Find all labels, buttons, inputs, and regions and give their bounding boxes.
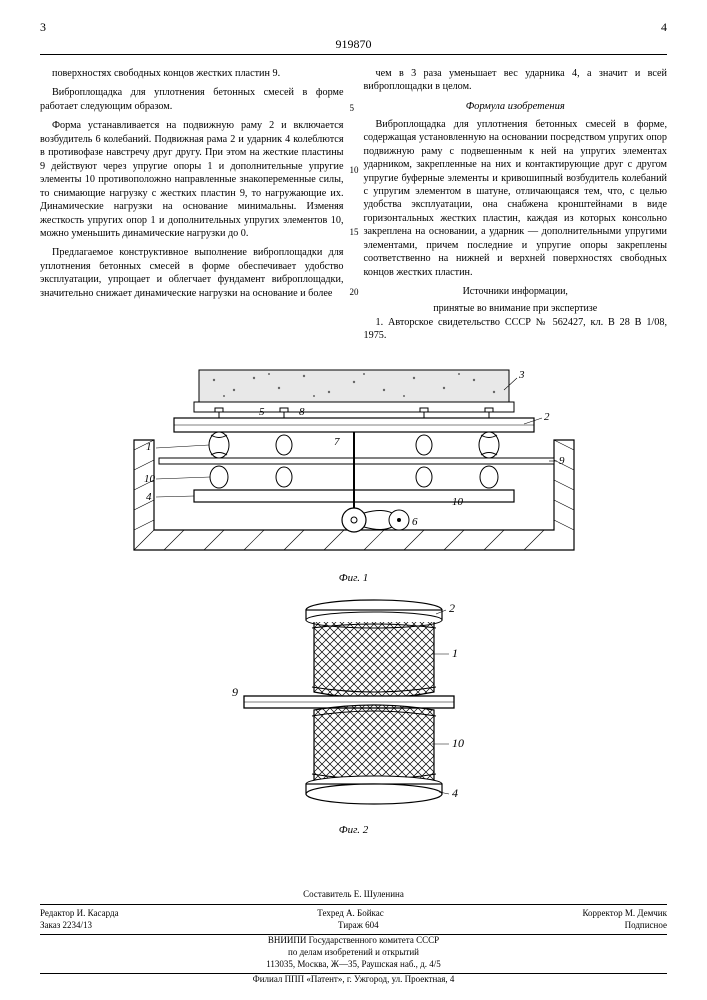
footer-org1: ВНИИПИ Государственного комитета СССР	[40, 935, 667, 947]
fig2-svg: 2 1 9 10 4	[214, 592, 494, 822]
fig1-label-10b: 10	[452, 496, 464, 508]
figure-2: 2 1 9 10 4 Фиг. 2	[40, 592, 667, 836]
fig1-label-10: 10	[144, 473, 156, 485]
fig1-svg: 1 2 3 4 5 6 7 8 9 10 10	[104, 360, 604, 570]
formula-title: Формула изобретения	[364, 100, 668, 114]
fig1-caption: Фиг. 1	[40, 572, 667, 584]
line-marker: 20	[350, 287, 359, 299]
footer-tech: Техред А. Бойкас	[317, 908, 383, 920]
left-column: поверхностях свободных концов жестких пл…	[40, 67, 344, 348]
footer-corrector: Корректор М. Демчик	[582, 908, 667, 920]
page-header: 3 4	[40, 20, 667, 35]
fig2-label-2: 2	[449, 601, 455, 615]
para: Виброплощадка для уплотнения бетонных см…	[40, 86, 344, 113]
fig1-label-5: 5	[259, 406, 265, 418]
fig1-label-3: 3	[518, 369, 525, 381]
para: Форма устанавливается на подвижную раму …	[40, 119, 344, 240]
para: чем в 3 раза уменьшает вес ударника 4, а…	[364, 67, 668, 94]
fig1-label-1: 1	[146, 441, 152, 453]
fig1-label-6: 6	[412, 516, 418, 528]
figures-block: 1 2 3 4 5 6 7 8 9 10 10	[40, 360, 667, 836]
footer-sub: Подписное	[625, 920, 667, 932]
footer-editor: Редактор И. Касарда	[40, 908, 119, 920]
footer-addr2: Филиал ППП «Патент», г. Ужгород, ул. Про…	[40, 974, 667, 986]
footer-org2: по делам изобретений и открытий	[40, 947, 667, 959]
fig1-label-9: 9	[559, 455, 565, 467]
sources-title: Источники информации,	[364, 285, 668, 298]
sources-title: принятые во внимание при экспертизе	[364, 302, 668, 315]
figure-1: 1 2 3 4 5 6 7 8 9 10 10	[40, 360, 667, 584]
footer-compiler: Составитель Е. Шуленина	[40, 889, 667, 901]
footer-addr1: 113035, Москва, Ж—35, Раушская наб., д. …	[40, 959, 667, 975]
fig2-label-10: 10	[452, 736, 464, 750]
fig2-label-9: 9	[232, 685, 238, 699]
para: поверхностях свободных концов жестких пл…	[40, 67, 344, 80]
footer-order: Заказ 2234/13	[40, 920, 92, 932]
line-marker: 5	[350, 103, 355, 115]
fig1-label-2: 2	[544, 411, 550, 423]
patent-number: 919870	[40, 37, 667, 55]
fig1-label-8: 8	[299, 406, 305, 418]
para: 1. Авторское свидетельство СССР № 562427…	[364, 316, 668, 343]
para: Предлагаемое конструктивное выполнение в…	[40, 246, 344, 300]
fig1-label-4: 4	[146, 491, 152, 503]
footer: Составитель Е. Шуленина Редактор И. Каса…	[40, 889, 667, 986]
right-column: 5 10 15 20 чем в 3 раза уменьшает вес уд…	[364, 67, 668, 348]
line-marker: 10	[350, 165, 359, 177]
patent-page: 3 4 919870 поверхностях свободных концов…	[0, 0, 707, 1000]
para: Виброплощадка для уплотнения бетонных см…	[364, 118, 668, 279]
text-columns: поверхностях свободных концов жестких пл…	[40, 67, 667, 348]
footer-order-row: Заказ 2234/13 Тираж 604 Подписное	[40, 920, 667, 936]
footer-tirage: Тираж 604	[338, 920, 379, 932]
page-num-left: 3	[40, 20, 46, 35]
line-marker: 15	[350, 227, 359, 239]
fig2-label-4: 4	[452, 786, 458, 800]
page-num-right: 4	[661, 20, 667, 35]
footer-credits-row: Редактор И. Касарда Техред А. Бойкас Кор…	[40, 904, 667, 920]
fig2-caption: Фиг. 2	[40, 824, 667, 836]
fig1-label-7: 7	[334, 436, 340, 448]
fig2-label-1: 1	[452, 646, 458, 660]
